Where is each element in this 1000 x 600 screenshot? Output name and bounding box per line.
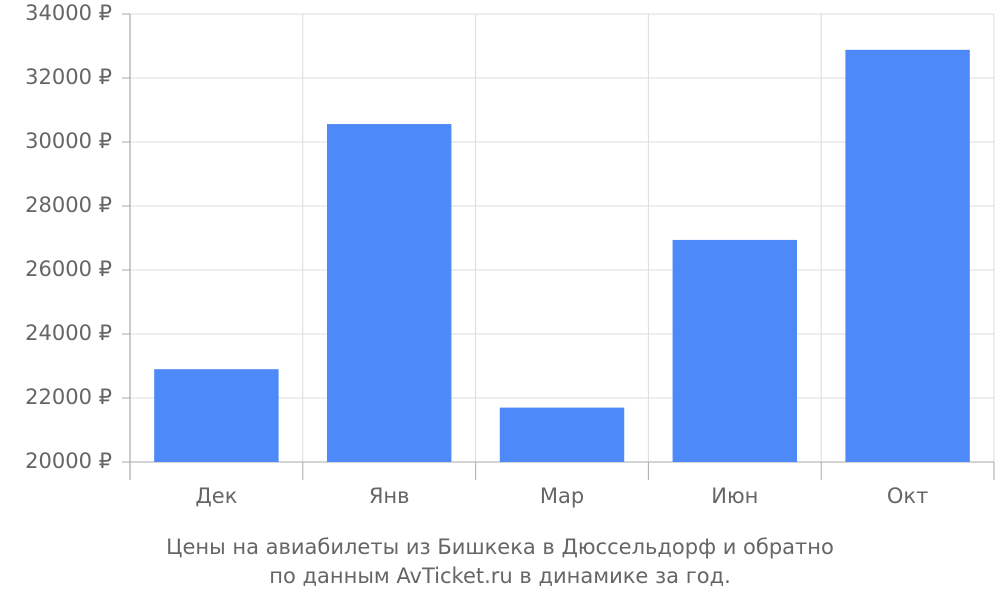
bar [499,407,625,462]
x-tick-label: Янв [369,484,410,508]
y-tick-label: 24000 ₽ [25,321,112,345]
y-tick-label: 26000 ₽ [25,257,112,281]
bar [672,239,798,462]
bar [154,369,279,462]
y-tick-label: 30000 ₽ [25,129,112,153]
x-tick-label: Окт [887,484,928,508]
chart-subtitle: по данным AvTicket.ru в динамике за год. [269,564,731,588]
y-tick-label: 22000 ₽ [25,385,112,409]
x-tick-label: Июн [711,484,758,508]
y-tick-label: 32000 ₽ [25,65,112,89]
chart-title: Цены на авиабилеты из Бишкека в Дюссельд… [166,535,834,559]
bar [326,124,452,462]
y-tick-label: 28000 ₽ [25,193,112,217]
y-tick-label: 34000 ₽ [25,1,112,25]
x-tick-label: Мар [540,484,584,508]
y-tick-label: 20000 ₽ [25,449,112,473]
bar [845,49,970,463]
x-tick-label: Дек [195,484,237,508]
